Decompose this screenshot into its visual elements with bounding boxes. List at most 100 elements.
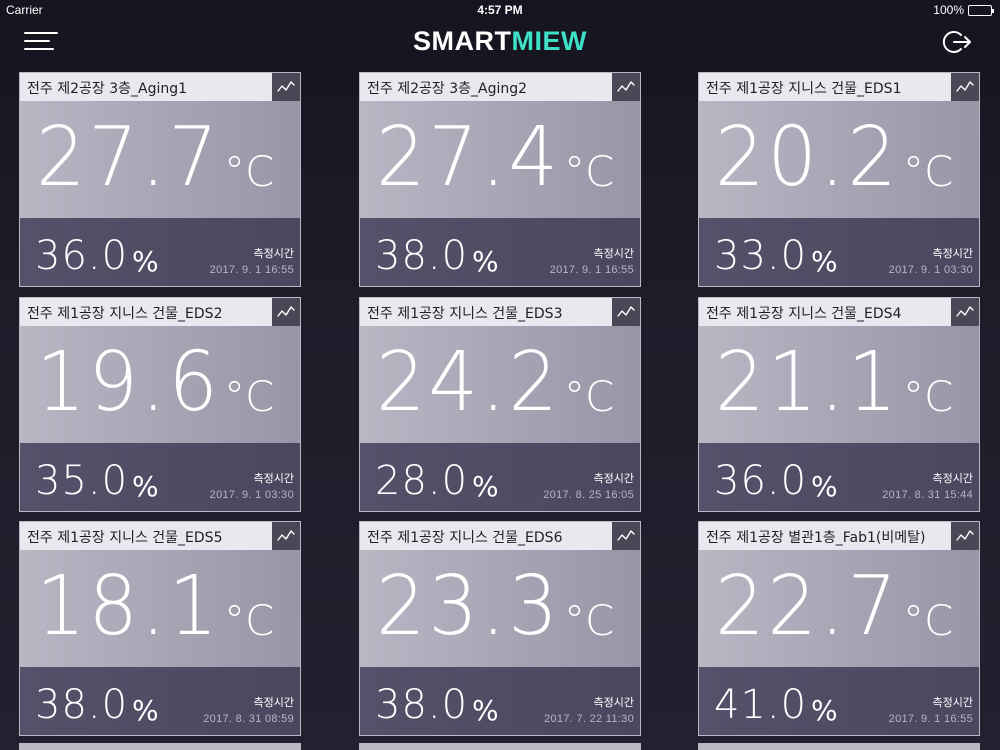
measure-time-label: 측정시간 — [593, 247, 634, 260]
logo-part-miew: MIEW — [511, 26, 587, 56]
measure-time-value: 2017. 8. 31 08:59 — [203, 713, 294, 725]
temperature-unit: °C — [903, 372, 954, 421]
measure-time-value: 2017. 8. 31 15:44 — [882, 489, 973, 501]
measure-time-label: 측정시간 — [253, 472, 294, 485]
humidity-value: 38.0 — [35, 682, 129, 728]
measure-time-value: 2017. 9. 1 16:55 — [209, 264, 294, 276]
measure-time-label: 측정시간 — [932, 696, 973, 709]
humidity-value: 33.0 — [714, 233, 808, 279]
clock: 4:57 PM — [477, 3, 523, 17]
sensor-card[interactable]: 전주 제1공장 지니스 건물_EDS2 19.6 °C 35.0 % 측정시간 … — [19, 297, 301, 512]
navigation-bar: SMARTMIEW — [0, 20, 1000, 64]
sensor-card[interactable]: 전주 제2공장 3층_Aging1 27.7 °C 36.0 % 측정시간 20… — [19, 72, 301, 287]
trend-chart-icon[interactable] — [612, 522, 640, 550]
trend-chart-icon[interactable] — [272, 298, 300, 326]
temperature-value: 21.1 — [715, 335, 900, 430]
humidity-unit: % — [811, 694, 838, 727]
humidity-unit: % — [811, 470, 838, 503]
measure-time-label: 측정시간 — [253, 247, 294, 260]
temperature-value: 20.2 — [715, 110, 900, 205]
sensor-name: 전주 제1공장 별관1층_Fab1(비메탈) — [706, 530, 926, 546]
humidity-value: 36.0 — [35, 233, 129, 279]
humidity-unit: % — [472, 245, 499, 278]
measure-time-value: 2017. 9. 1 03:30 — [209, 489, 294, 501]
humidity-panel: 36.0 % 측정시간 2017. 9. 1 16:55 — [20, 218, 300, 286]
battery-percent: 100% — [933, 3, 964, 17]
measure-time-label: 측정시간 — [932, 472, 973, 485]
measure-time-label: 측정시간 — [253, 696, 294, 709]
sensor-card[interactable]: 전주 제1공장 지니스 건물_EDS5 18.1 °C 38.0 % 측정시간 … — [19, 521, 301, 736]
measure-time-value: 2017. 9. 1 16:55 — [888, 713, 973, 725]
measure-time-label: 측정시간 — [932, 247, 973, 260]
trend-chart-icon[interactable] — [951, 73, 979, 101]
battery-icon — [968, 4, 994, 16]
trend-chart-icon[interactable] — [951, 522, 979, 550]
temperature-panel: 22.7 °C — [699, 550, 979, 667]
measure-time-value: 2017. 8. 25 16:05 — [543, 489, 634, 501]
temperature-value: 18.1 — [36, 559, 221, 654]
card-header: 전주 제2공장 3층_Aging1 — [20, 73, 300, 101]
card-header: 전주 제2공장 3층_Aging2 — [360, 73, 640, 101]
humidity-panel: 41.0 % 측정시간 2017. 9. 1 16:55 — [699, 667, 979, 735]
sensor-card[interactable]: 전주 제1공장 지니스 건물_EDS3 24.2 °C 28.0 % 측정시간 … — [359, 297, 641, 512]
sensor-name: 전주 제1공장 지니스 건물_EDS3 — [367, 306, 563, 322]
card-header: 전주 제1공장 지니스 건물_EDS3 — [360, 298, 640, 326]
sensor-name: 전주 제2공장 3층_Aging1 — [27, 81, 188, 97]
temperature-value: 27.7 — [36, 110, 221, 205]
hamburger-menu-icon[interactable] — [24, 29, 58, 53]
humidity-unit: % — [472, 470, 499, 503]
humidity-unit: % — [811, 245, 838, 278]
carrier-label: Carrier — [6, 3, 43, 17]
next-row-card-stub — [698, 743, 980, 750]
trend-chart-icon[interactable] — [272, 73, 300, 101]
card-header: 전주 제1공장 별관1층_Fab1(비메탈) — [699, 522, 979, 550]
temperature-unit: °C — [903, 596, 954, 645]
card-header: 전주 제1공장 지니스 건물_EDS4 — [699, 298, 979, 326]
humidity-value: 28.0 — [375, 458, 469, 504]
humidity-value: 41.0 — [714, 682, 808, 728]
temperature-panel: 19.6 °C — [20, 326, 300, 443]
humidity-panel: 35.0 % 측정시간 2017. 9. 1 03:30 — [20, 443, 300, 511]
card-header: 전주 제1공장 지니스 건물_EDS1 — [699, 73, 979, 101]
temperature-unit: °C — [564, 372, 615, 421]
trend-chart-icon[interactable] — [951, 298, 979, 326]
humidity-panel: 38.0 % 측정시간 2017. 9. 1 16:55 — [360, 218, 640, 286]
humidity-panel: 36.0 % 측정시간 2017. 8. 31 15:44 — [699, 443, 979, 511]
status-bar: Carrier 4:57 PM 100% — [0, 0, 1000, 20]
measure-time-value: 2017. 9. 1 16:55 — [549, 264, 634, 276]
temperature-unit: °C — [224, 372, 275, 421]
sensor-name: 전주 제2공장 3층_Aging2 — [367, 81, 528, 97]
measure-time-value: 2017. 9. 1 03:30 — [888, 264, 973, 276]
temperature-panel: 27.4 °C — [360, 101, 640, 218]
temperature-value: 24.2 — [376, 335, 561, 430]
trend-chart-icon[interactable] — [612, 298, 640, 326]
trend-chart-icon[interactable] — [612, 73, 640, 101]
card-header: 전주 제1공장 지니스 건물_EDS5 — [20, 522, 300, 550]
humidity-value: 35.0 — [35, 458, 129, 504]
next-row-card-stub — [359, 743, 641, 750]
temperature-value: 27.4 — [376, 110, 561, 205]
next-row-card-stub — [19, 743, 301, 750]
humidity-value: 38.0 — [375, 233, 469, 279]
measure-time-label: 측정시간 — [593, 472, 634, 485]
humidity-panel: 28.0 % 측정시간 2017. 8. 25 16:05 — [360, 443, 640, 511]
sensor-card[interactable]: 전주 제1공장 지니스 건물_EDS1 20.2 °C 33.0 % 측정시간 … — [698, 72, 980, 287]
humidity-value: 36.0 — [714, 458, 808, 504]
measure-time-value: 2017. 7. 22 11:30 — [544, 713, 634, 725]
sensor-card[interactable]: 전주 제1공장 지니스 건물_EDS4 21.1 °C 36.0 % 측정시간 … — [698, 297, 980, 512]
sensor-name: 전주 제1공장 지니스 건물_EDS1 — [706, 81, 902, 97]
logout-icon[interactable] — [942, 27, 972, 57]
temperature-value: 22.7 — [715, 559, 900, 654]
sensor-card[interactable]: 전주 제1공장 별관1층_Fab1(비메탈) 22.7 °C 41.0 % 측정… — [698, 521, 980, 736]
logo-part-smart: SMART — [413, 26, 512, 56]
temperature-panel: 24.2 °C — [360, 326, 640, 443]
humidity-unit: % — [132, 694, 159, 727]
trend-chart-icon[interactable] — [272, 522, 300, 550]
sensor-card[interactable]: 전주 제2공장 3층_Aging2 27.4 °C 38.0 % 측정시간 20… — [359, 72, 641, 287]
temperature-unit: °C — [224, 147, 275, 196]
sensor-name: 전주 제1공장 지니스 건물_EDS4 — [706, 306, 902, 322]
sensor-card[interactable]: 전주 제1공장 지니스 건물_EDS6 23.3 °C 38.0 % 측정시간 … — [359, 521, 641, 736]
app-logo: SMARTMIEW — [0, 26, 1000, 57]
temperature-unit: °C — [903, 147, 954, 196]
